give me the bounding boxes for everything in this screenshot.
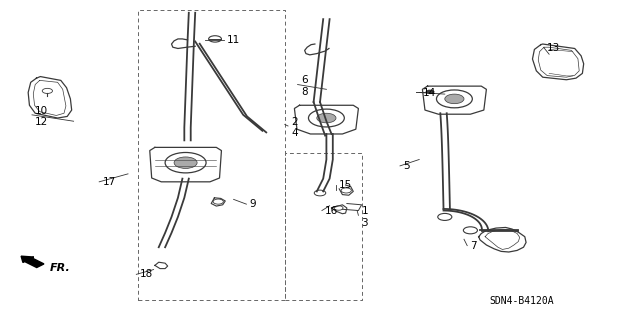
Circle shape	[426, 90, 435, 94]
Text: 6
8: 6 8	[301, 75, 307, 97]
Circle shape	[317, 113, 336, 123]
Text: 2
4: 2 4	[291, 117, 298, 138]
Text: 16: 16	[325, 205, 339, 216]
Text: 9: 9	[250, 199, 256, 209]
Text: FR.: FR.	[49, 263, 70, 273]
FancyArrow shape	[21, 256, 44, 268]
Circle shape	[174, 157, 197, 168]
Text: 5: 5	[403, 161, 410, 171]
Text: 14: 14	[422, 87, 436, 98]
Text: 17: 17	[102, 177, 116, 187]
Text: 18: 18	[140, 269, 153, 279]
Text: 15: 15	[339, 180, 353, 190]
Text: 7: 7	[470, 241, 477, 251]
Text: 13: 13	[547, 43, 561, 53]
Text: 11: 11	[227, 35, 241, 45]
Text: 10
12: 10 12	[35, 106, 49, 127]
Text: SDN4-B4120A: SDN4-B4120A	[490, 296, 554, 307]
Text: 1
3: 1 3	[362, 206, 368, 228]
Circle shape	[445, 94, 464, 104]
